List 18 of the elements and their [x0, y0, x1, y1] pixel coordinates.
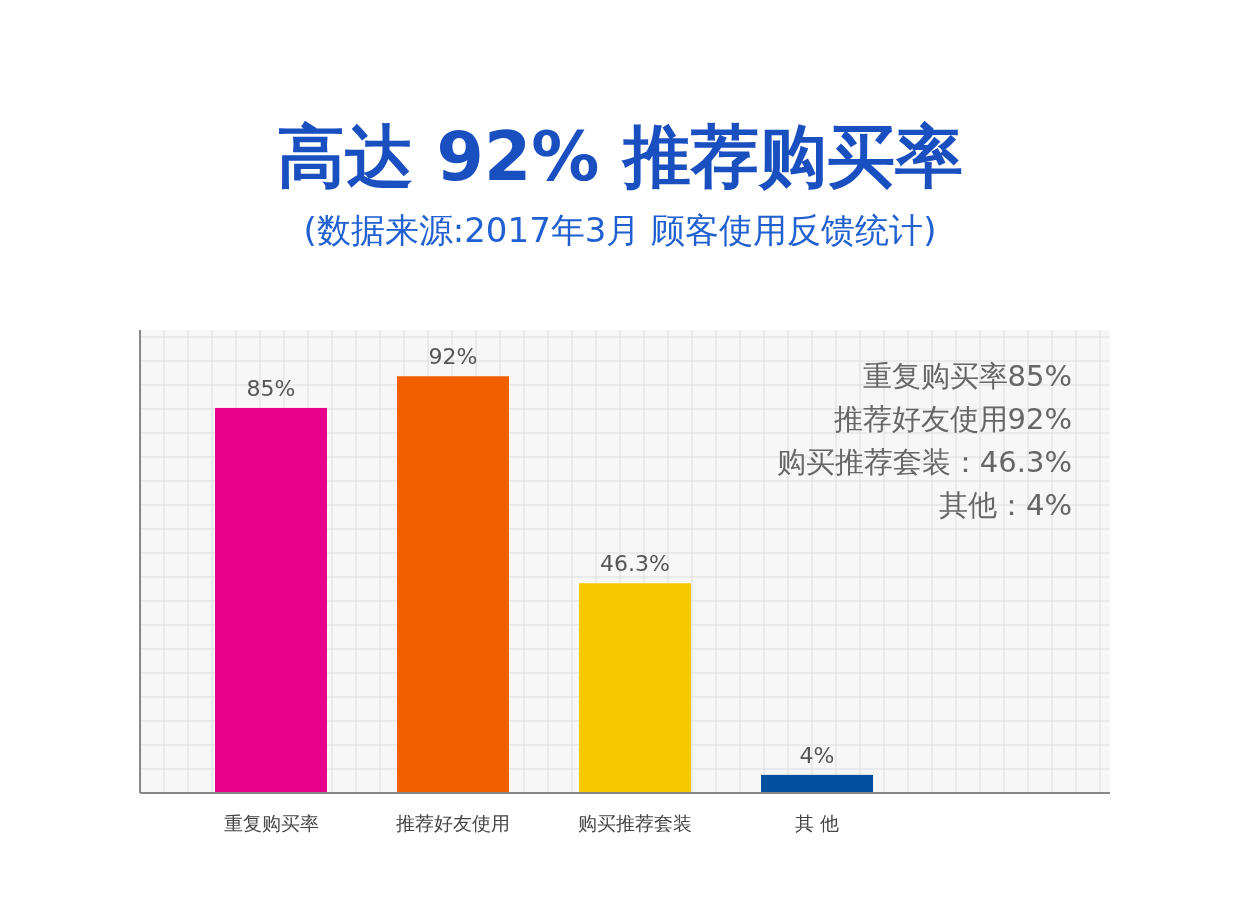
- data-label: 4%: [799, 742, 835, 768]
- data-label: 85%: [246, 375, 296, 401]
- annotation: 重复购买率85%: [862, 359, 1072, 393]
- bar: [761, 774, 873, 793]
- text: 其他：4%: [938, 488, 1072, 522]
- x-tick-label: 重复购买率: [223, 812, 319, 834]
- bar: [215, 407, 327, 793]
- annotation: 推荐好友使用92%: [833, 402, 1072, 436]
- x-tick-label: 推荐好友使用: [396, 812, 510, 834]
- bar: [579, 583, 691, 793]
- chart-title: 高达 92% 推荐购买率: [276, 117, 964, 196]
- data-label: 92%: [428, 344, 478, 370]
- bar: [397, 376, 509, 793]
- data-label: 46.3%: [600, 551, 670, 577]
- annotation: 购买推荐套装：46.3%: [776, 445, 1072, 479]
- chart-subtitle: (数据来源:2017年3月 顾客使用反馈统计): [303, 210, 937, 250]
- x-tick-label: 其 他: [794, 812, 840, 834]
- x-tick-label: 购买推荐套装: [578, 812, 692, 834]
